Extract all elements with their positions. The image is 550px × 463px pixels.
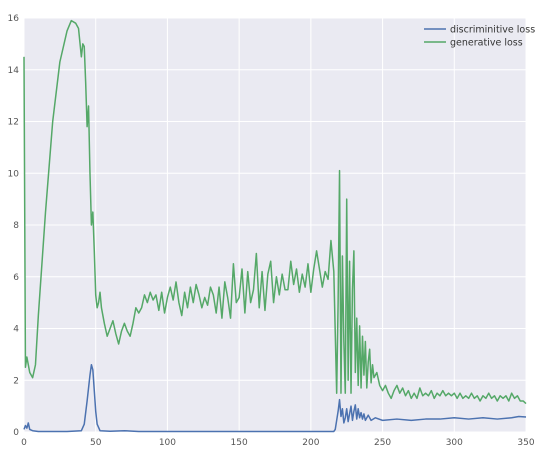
y-tick-label: 14 [8,66,20,76]
x-tick-label: 300 [446,438,463,448]
x-tick-label: 0 [21,438,27,448]
x-tick-label: 150 [231,438,248,448]
x-tick-label: 50 [90,438,102,448]
series-line-1 [23,363,527,433]
x-tick-label: 100 [159,438,176,448]
y-tick-label: 4 [13,325,19,335]
legend-label-2: generative loss [450,38,523,49]
y-tick-label: 12 [8,118,19,128]
y-tick-label: 10 [8,169,20,179]
series-line-2 [23,19,527,405]
x-tick-label: 200 [302,438,319,448]
grid-lines [23,17,527,433]
series-layer [23,19,527,433]
y-tick-label: 8 [13,221,19,231]
y-axis-ticks: 0 2 4 6 8 10 12 14 16 [8,14,20,438]
legend-label-1: discriminitive loss [450,25,535,36]
x-tick-label: 350 [517,438,534,448]
y-tick-label: 16 [8,14,20,24]
y-tick-label: 6 [13,273,19,283]
x-axis-ticks: 0 50 100 150 200 250 300 350 [21,438,535,448]
y-tick-label: 0 [13,428,19,438]
x-tick-label: 250 [374,438,391,448]
y-tick-label: 2 [13,376,19,386]
legend: discriminitive loss generative loss [424,25,535,49]
